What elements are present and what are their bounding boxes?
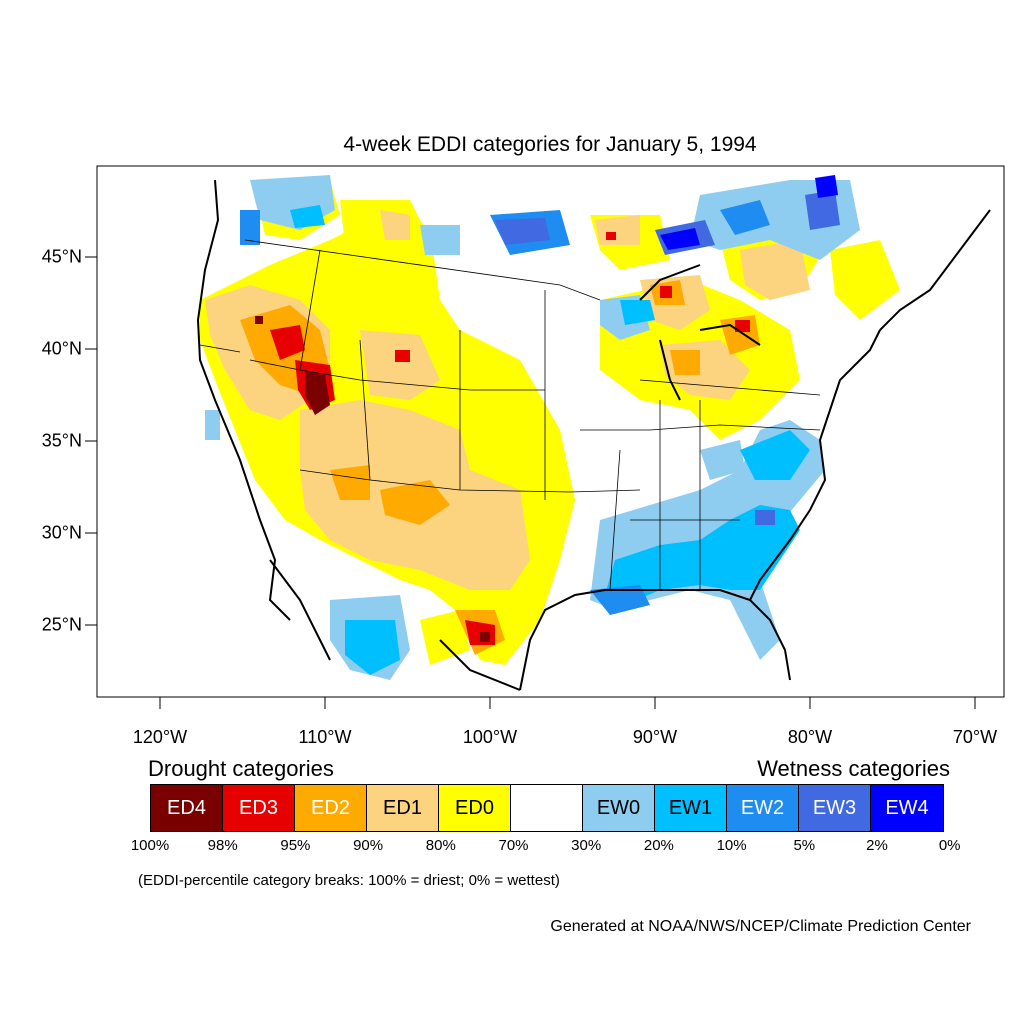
- lat-tick-label: 30°N: [41, 522, 82, 543]
- legend-break-label: 10%: [716, 837, 747, 854]
- legend-break-label: 98%: [207, 837, 238, 854]
- legend-break-label: 90%: [353, 837, 384, 854]
- legend-swatch-ed2: ED2: [295, 785, 367, 831]
- lon-tick-label: 80°W: [787, 727, 833, 747]
- region-ew1: [290, 205, 810, 675]
- legend-break-label: 0%: [938, 837, 961, 854]
- legend-break-label: 5%: [793, 837, 816, 854]
- legend-break-label: 95%: [280, 837, 311, 854]
- legend-swatch-ew0: EW0: [583, 785, 655, 831]
- legend-swatch-ed4: ED4: [151, 785, 223, 831]
- legend-swatch-ed0: ED0: [439, 785, 511, 831]
- legend-break-label: 20%: [643, 837, 674, 854]
- state-borders: [199, 239, 821, 591]
- legend-break-label: 30%: [571, 837, 602, 854]
- legend-swatch-ew4: EW4: [871, 785, 943, 831]
- legend-break-label: 70%: [498, 837, 529, 854]
- legend-swatch-ew2: EW2: [727, 785, 799, 831]
- tick-marks: [85, 256, 976, 709]
- map-content: [196, 175, 991, 691]
- map-title: 4-week EDDI categories for January 5, 19…: [343, 133, 757, 156]
- legend-swatch-ed1: ED1: [367, 785, 439, 831]
- legend-swatch-ed3: ED3: [223, 785, 295, 831]
- legend-swatch-ew3: EW3: [799, 785, 871, 831]
- legend-swatch-neutral: [511, 785, 583, 831]
- lon-tick-label: 120°W: [132, 727, 188, 747]
- region-ew4: [660, 175, 838, 250]
- category-legend: ED4 ED3 ED2 ED1 ED0 EW0 EW1 EW2 EW3 EW4: [150, 784, 944, 832]
- category-breaks-note: (EDDI-percentile category breaks: 100% =…: [138, 872, 560, 889]
- lat-tick-label: 45°N: [41, 246, 82, 267]
- region-ed4: [255, 316, 490, 642]
- map-frame: [96, 165, 1005, 698]
- drought-categories-heading: Drought categories: [148, 756, 334, 781]
- legend-break-label: 100%: [130, 837, 170, 854]
- coastline: [196, 179, 991, 691]
- legend-break-label: 80%: [425, 837, 456, 854]
- lat-tick-label: 25°N: [41, 614, 82, 635]
- lat-tick-label: 40°N: [41, 338, 82, 359]
- lon-tick-label: 70°W: [952, 727, 998, 747]
- legend-break-label: 2%: [866, 837, 888, 854]
- lat-tick-label: 35°N: [41, 430, 82, 451]
- lon-tick-label: 100°W: [462, 727, 518, 747]
- credit-line: Generated at NOAA/NWS/NCEP/Climate Predi…: [550, 918, 971, 935]
- legend-swatch-ew1: EW1: [655, 785, 727, 831]
- wetness-categories-heading: Wetness categories: [757, 756, 950, 781]
- lon-tick-label: 90°W: [632, 727, 678, 747]
- lon-tick-label: 110°W: [298, 727, 352, 747]
